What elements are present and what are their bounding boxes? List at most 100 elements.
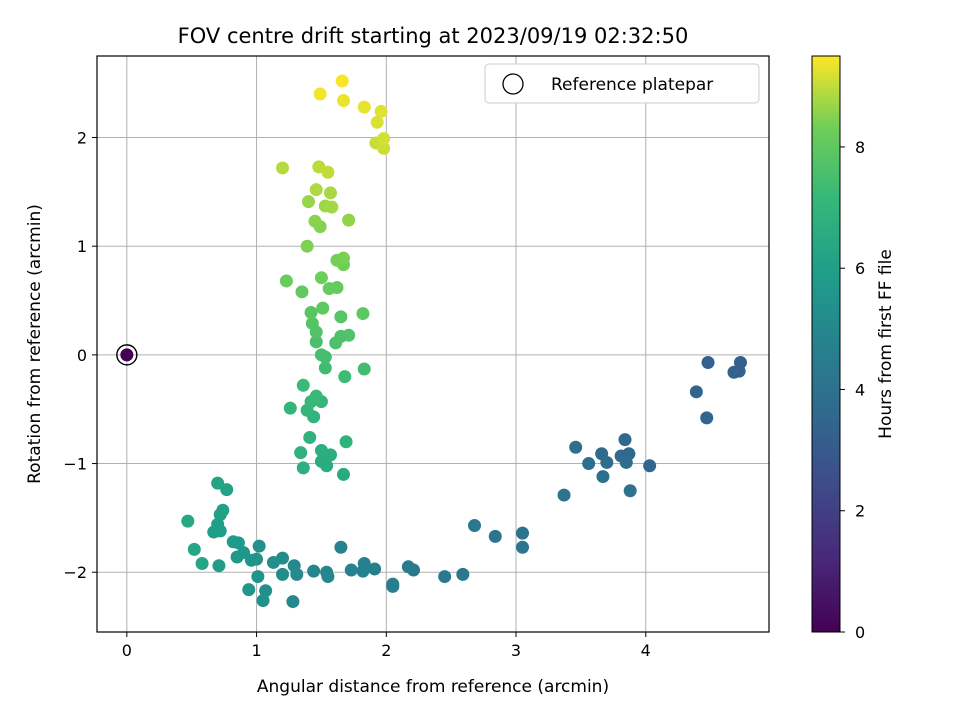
data-point	[600, 455, 614, 469]
x-axis-ticks: 0 1 2 3 4	[122, 632, 651, 660]
y-tick-label: −2	[63, 563, 87, 582]
data-point	[330, 280, 344, 294]
data-point	[325, 200, 339, 214]
colorbar-tick-label: 4	[855, 380, 865, 399]
data-points	[120, 74, 747, 609]
colorbar	[811, 55, 841, 633]
data-point	[516, 540, 530, 554]
x-tick-label: 2	[381, 641, 391, 660]
data-point	[336, 467, 350, 481]
data-point	[220, 483, 234, 497]
data-point	[211, 476, 225, 490]
data-point	[216, 503, 230, 517]
y-tick-label: 0	[77, 346, 87, 365]
colorbar-tick-label: 8	[855, 138, 865, 157]
data-point	[309, 183, 323, 197]
data-point	[456, 567, 470, 581]
data-point	[296, 461, 310, 475]
data-point	[314, 271, 328, 285]
data-point	[623, 484, 637, 498]
y-tick-label: −1	[63, 455, 87, 474]
data-point	[689, 385, 703, 399]
data-point	[309, 389, 323, 403]
data-point	[324, 186, 338, 200]
data-point	[230, 550, 244, 564]
data-point	[342, 328, 356, 342]
data-point	[468, 518, 482, 532]
data-point	[335, 74, 349, 88]
data-point	[296, 378, 310, 392]
y-tick-label: 1	[77, 237, 87, 256]
data-point	[374, 104, 388, 118]
data-point	[314, 444, 328, 458]
x-axis-label: Angular distance from reference (arcmin)	[257, 677, 609, 697]
data-point	[252, 539, 266, 553]
data-point	[276, 567, 290, 581]
data-point	[318, 361, 332, 375]
data-point	[344, 563, 358, 577]
data-point	[313, 87, 327, 101]
data-point	[212, 559, 226, 573]
data-point	[596, 470, 610, 484]
data-point	[307, 564, 321, 578]
data-point	[377, 141, 391, 155]
data-point	[251, 570, 265, 584]
data-point	[301, 195, 315, 209]
y-tick-label: 2	[77, 129, 87, 148]
chart-title: FOV centre drift starting at 2023/09/19 …	[178, 24, 689, 48]
data-point	[207, 525, 221, 539]
reference-ring	[116, 344, 138, 366]
data-point	[582, 457, 596, 471]
data-point	[368, 562, 382, 576]
data-point	[294, 446, 308, 460]
y-axis-label: Rotation from reference (arcmin)	[25, 204, 45, 484]
data-point	[618, 433, 632, 447]
data-point	[334, 540, 348, 554]
data-point	[727, 365, 741, 379]
x-tick-label: 1	[251, 641, 261, 660]
colorbar-label: Hours from first FF file	[876, 249, 896, 439]
data-point	[643, 459, 657, 473]
data-point	[377, 132, 391, 146]
data-point	[279, 274, 293, 288]
data-point	[488, 529, 502, 543]
data-point	[308, 214, 322, 228]
data-point	[700, 411, 714, 425]
data-point	[342, 213, 356, 227]
colorbar-tick-label: 2	[855, 502, 865, 521]
data-point	[386, 579, 400, 593]
x-tick-label: 0	[122, 641, 132, 660]
data-point	[356, 307, 370, 321]
legend-marker-icon	[502, 73, 524, 95]
data-point	[557, 488, 571, 502]
data-point	[338, 370, 352, 384]
data-point	[569, 440, 583, 454]
data-point	[619, 455, 633, 469]
data-point	[321, 165, 335, 179]
data-point	[259, 584, 273, 598]
x-tick-label: 3	[511, 641, 521, 660]
data-point	[181, 514, 195, 528]
data-point	[304, 305, 318, 319]
data-point	[226, 535, 240, 549]
data-point	[314, 454, 328, 468]
data-point	[357, 100, 371, 114]
colorbar-tick-label: 6	[855, 259, 865, 278]
data-point	[283, 401, 297, 415]
data-point	[286, 595, 300, 609]
data-point	[276, 161, 290, 175]
data-point	[356, 564, 370, 578]
legend-box	[484, 63, 760, 104]
data-point	[187, 542, 201, 556]
data-point	[300, 239, 314, 253]
y-axis-ticks: −2 −1 0 1 2	[63, 129, 97, 582]
data-point	[305, 316, 319, 330]
plot-frame	[96, 55, 770, 633]
data-point	[321, 570, 335, 584]
legend: Reference platepar	[484, 63, 760, 104]
data-point	[336, 94, 350, 108]
colorbar-ticks: 0 2 4 6 8	[840, 138, 865, 642]
colorbar-tick-label: 0	[855, 623, 865, 642]
data-point	[242, 583, 256, 597]
